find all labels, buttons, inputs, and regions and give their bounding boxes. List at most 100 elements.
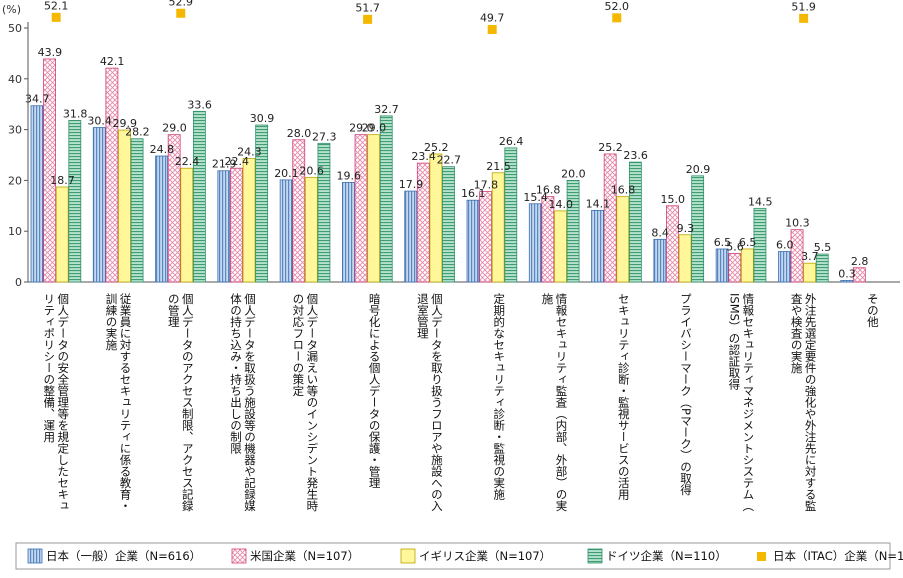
data-label-uk-7: 21.5 [486, 160, 511, 173]
data-label-japan-5: 19.6 [336, 169, 361, 182]
bar-us-5 [354, 134, 368, 283]
data-label-germany-3: 30.9 [250, 112, 275, 125]
data-label-japan-12: 6.0 [776, 239, 794, 252]
data-label-uk-0: 18.7 [50, 174, 75, 187]
itac-marker-label-4: 52.0 [605, 0, 630, 13]
bar-japan-11 [715, 248, 729, 283]
data-label-uk-4: 20.6 [299, 164, 324, 177]
bar-germany-4 [317, 142, 331, 283]
bar-us-9 [603, 153, 617, 283]
data-label-us-9: 25.2 [598, 141, 623, 154]
data-label-uk-1: 29.9 [113, 117, 138, 130]
legend-swatch-us [231, 548, 247, 564]
bar-uk-2 [180, 167, 194, 283]
data-label-japan-10: 8.4 [651, 226, 669, 239]
bar-japan-12 [778, 251, 791, 283]
category-label-1: 従業員に対するセキュリティに係る教育・訓練の実施 [104, 292, 132, 511]
data-label-us-5: 29.0 [349, 122, 374, 135]
legend-box [15, 542, 891, 570]
bar-japan-9 [591, 209, 604, 283]
bar-us-13 [852, 267, 866, 283]
bar-us-2 [167, 134, 181, 283]
category-label-line: 従業員に対するセキュリティに係る教育・ [118, 293, 132, 512]
data-label-uk-6: 25.2 [424, 141, 449, 154]
legend-label-us: 米国企業（N=107） [250, 549, 359, 563]
itac-marker-label-1: 52.9 [169, 0, 194, 8]
bar-us-8 [541, 196, 555, 283]
category-label-line: の管理 [167, 293, 181, 328]
legend-swatch-japan [27, 548, 43, 564]
data-label-uk-5: 29.0 [362, 122, 387, 135]
data-label-japan-8: 15.4 [523, 191, 548, 204]
data-label-japan-11: 6.5 [714, 236, 732, 249]
bar-us-4 [292, 139, 306, 283]
category-label-line: ISMS）の認証取得 [727, 293, 741, 390]
itac-marker-label-2: 51.7 [355, 1, 380, 14]
y-tick-label: 50 [8, 22, 22, 35]
category-label-line: 個人データの安全管理等を規定したセキュ [56, 293, 70, 512]
data-label-uk-10: 9.3 [677, 222, 695, 235]
legend-label-uk: イギリス企業（N=107） [419, 549, 551, 563]
data-label-us-2: 29.0 [162, 122, 187, 135]
bar-germany-1 [130, 138, 144, 283]
legend-item-japan: 日本（一般）企業（N=616） [27, 548, 201, 564]
itac-marker-2 [363, 14, 373, 24]
category-label-line: 退室管理 [416, 293, 430, 339]
data-label-us-3: 22.4 [225, 155, 250, 168]
data-label-japan-13: 0.3 [838, 267, 856, 280]
data-label-japan-0: 34.7 [25, 93, 50, 106]
bar-us-11 [728, 253, 742, 283]
category-label-line: 暗号化による個人データの保護・管理 [368, 292, 382, 488]
category-label-line: プライバシーマーク（Pマーク）の取得 [679, 293, 693, 495]
category-label-line: 個人データのアクセス制限、アクセス記録 [181, 293, 195, 512]
data-label-uk-11: 6.5 [739, 236, 757, 249]
data-label-us-8: 16.8 [536, 184, 561, 197]
category-label-10: プライバシーマーク（Pマーク）の取得 [679, 293, 693, 495]
data-label-japan-7: 16.1 [461, 187, 486, 200]
legend-swatch-germany [587, 548, 603, 564]
data-label-us-0: 43.9 [38, 46, 63, 59]
bar-uk-6 [429, 153, 443, 283]
data-label-us-11: 5.6 [726, 241, 744, 254]
category-label-line: 個人データを取り扱うフロアや施設への入 [430, 293, 444, 512]
data-label-germany-2: 33.6 [187, 98, 212, 111]
bar-us-3 [230, 167, 243, 283]
bar-us-6 [416, 162, 430, 283]
category-label-line: 情報セキュリティマネジメントシステム（ [741, 293, 755, 512]
y-tick-label: 0 [15, 276, 22, 289]
category-label-line: 定期的なセキュリティ診断・監視の実施 [492, 292, 506, 501]
category-label-line: 体の持ち込み・持ち出しの制限 [229, 292, 243, 454]
category-label-line: リティポリシーの整備、運用 [42, 293, 56, 443]
data-label-japan-9: 14.1 [586, 197, 611, 210]
data-label-germany-7: 26.4 [499, 135, 524, 148]
bar-uk-12 [803, 262, 817, 283]
bar-us-1 [105, 67, 119, 283]
data-label-germany-11: 14.5 [748, 195, 773, 208]
bar-japan-3 [217, 170, 231, 283]
category-label-line: の対応フローの策定 [291, 293, 305, 397]
data-label-us-1: 42.1 [100, 55, 125, 68]
category-label-line: その他 [866, 293, 880, 328]
bar-japan-10 [653, 238, 667, 283]
bar-germany-0 [68, 120, 82, 283]
bar-germany-5 [379, 115, 393, 283]
bar-germany-9 [628, 161, 642, 283]
bar-japan-0 [30, 105, 44, 283]
bar-uk-9 [616, 196, 630, 283]
data-label-japan-6: 17.9 [399, 178, 424, 191]
legend-label-japan: 日本（一般）企業（N=616） [46, 549, 201, 563]
data-label-germany-8: 20.0 [561, 167, 586, 180]
category-label-8: 情報セキュリティ監査（内部、外部）の実施 [540, 293, 568, 512]
data-label-japan-4: 20.1 [274, 167, 299, 180]
category-label-9: セキュリティ診断・監視サービスの活用 [617, 293, 631, 501]
category-label-line: セキュリティ診断・監視サービスの活用 [617, 293, 631, 501]
data-label-germany-1: 28.2 [125, 126, 150, 139]
data-label-germany-6: 22.7 [437, 154, 462, 167]
data-label-germany-5: 32.7 [374, 103, 399, 116]
bar-uk-10 [678, 234, 692, 283]
legend-item-germany: ドイツ企業（N=110） [587, 548, 727, 564]
